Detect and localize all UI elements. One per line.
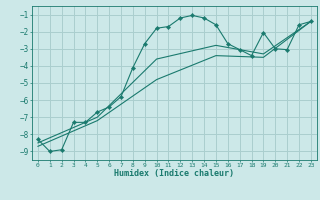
X-axis label: Humidex (Indice chaleur): Humidex (Indice chaleur)	[115, 169, 234, 178]
